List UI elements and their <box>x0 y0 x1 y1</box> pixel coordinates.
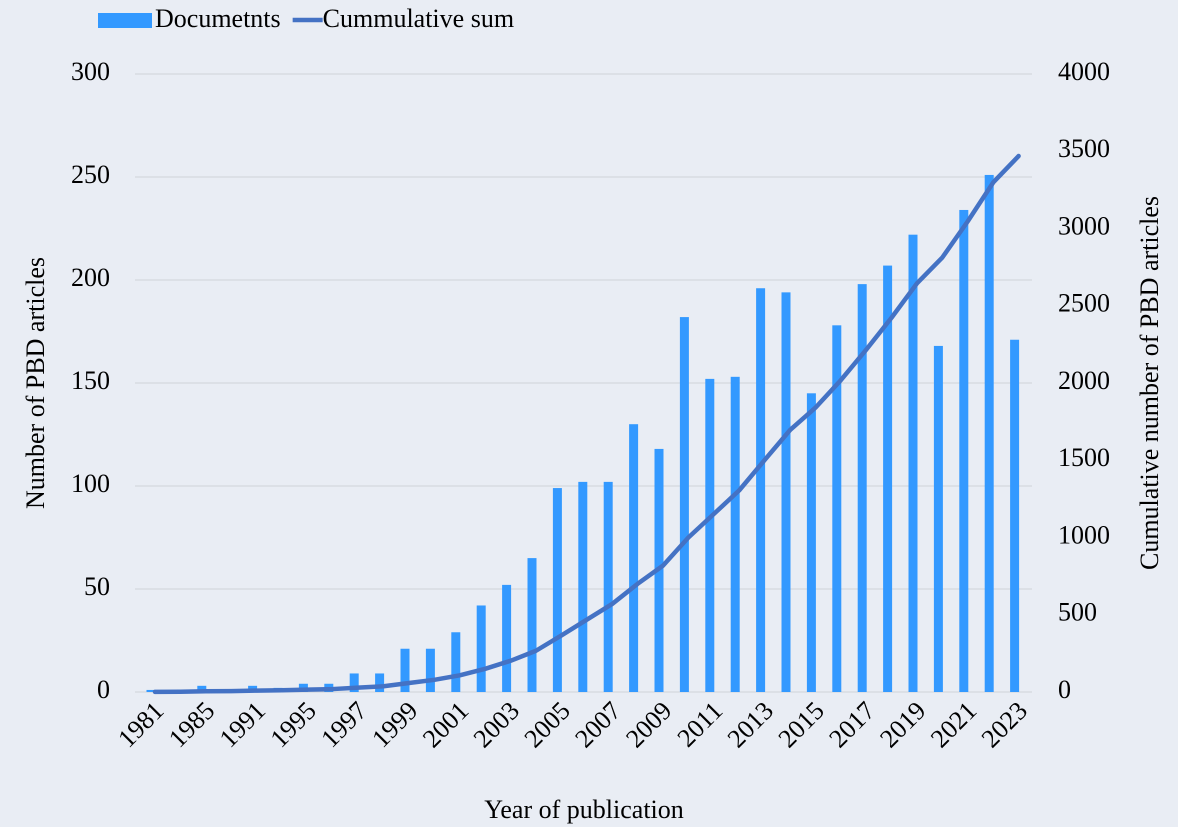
bar <box>552 488 562 692</box>
bar <box>984 174 994 692</box>
bar <box>146 689 156 692</box>
bar <box>1010 339 1020 692</box>
bar <box>933 345 943 692</box>
line <box>152 153 1021 695</box>
y-tick-label: 250 <box>71 160 110 189</box>
y2-tick-label: 3500 <box>1058 134 1110 163</box>
y2-tick-label: 0 <box>1058 675 1071 704</box>
y-tick-label: 100 <box>71 469 110 498</box>
y-tick-label: 200 <box>71 263 110 292</box>
y-tick-label: 50 <box>84 572 110 601</box>
bar <box>883 265 893 692</box>
bar <box>781 292 791 692</box>
bar <box>806 393 816 692</box>
y2-tick-label: 4000 <box>1058 57 1110 86</box>
legend-label: Cummulative sum <box>323 4 514 33</box>
legend-label: Documetnts <box>155 4 281 33</box>
bar <box>908 234 918 692</box>
y2-tick-label: 1000 <box>1058 520 1110 549</box>
bar <box>400 648 410 692</box>
y2-tick-label: 500 <box>1058 598 1097 627</box>
bar <box>349 673 359 692</box>
bar <box>425 648 435 692</box>
bar <box>730 376 740 692</box>
x-axis-title: Year of publication <box>484 795 684 824</box>
bar <box>832 325 842 692</box>
y2-tick-label: 1500 <box>1058 443 1110 472</box>
bar <box>857 284 867 692</box>
bar <box>756 288 766 692</box>
bar <box>679 317 689 692</box>
bar <box>603 481 613 692</box>
bar <box>959 209 969 692</box>
y2-tick-label: 2000 <box>1058 366 1110 395</box>
bar <box>527 558 537 692</box>
y-tick-label: 0 <box>97 675 110 704</box>
bar <box>705 378 715 692</box>
y-tick-label: 300 <box>71 57 110 86</box>
bar <box>375 673 385 692</box>
bar <box>629 424 639 692</box>
y2-tick-label: 3000 <box>1058 211 1110 240</box>
bar <box>502 584 512 692</box>
bar <box>197 685 207 692</box>
bar <box>451 632 461 692</box>
y2-axis-title: Cumulative number of PBD articles <box>1135 196 1164 570</box>
legend-swatch <box>98 13 152 28</box>
bar <box>578 481 588 692</box>
bar <box>476 605 486 692</box>
y2-tick-label: 2500 <box>1058 289 1110 318</box>
y-axis-title: Number of PBD articles <box>21 257 50 509</box>
y-tick-label: 150 <box>71 366 110 395</box>
